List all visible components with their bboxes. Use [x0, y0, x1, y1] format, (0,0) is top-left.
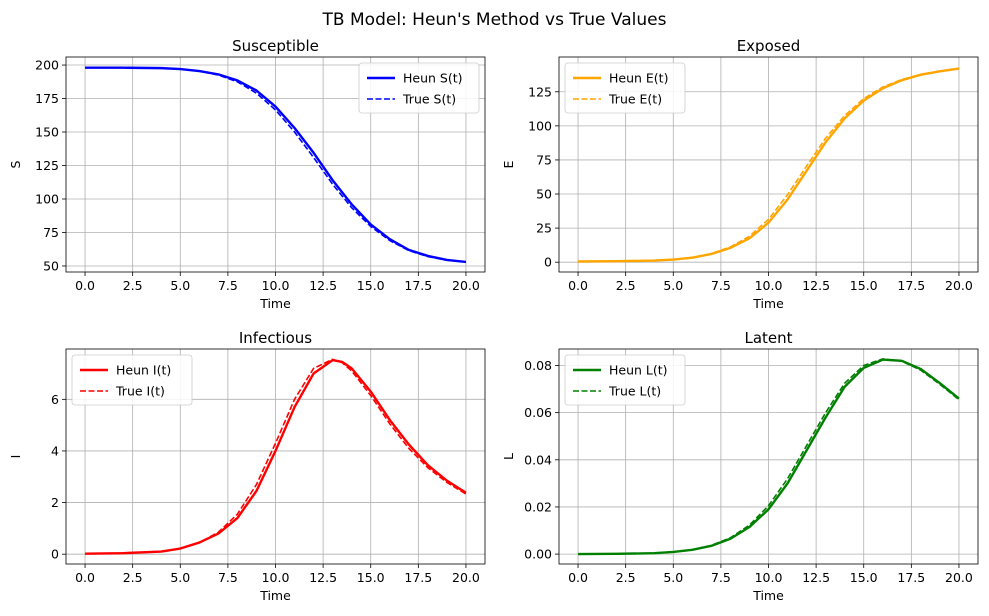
susceptible-x-tick-label: 10.0 — [262, 278, 290, 293]
latent-x-tick-label: 0.0 — [568, 570, 588, 585]
susceptible-xlabel: Time — [259, 296, 291, 311]
latent-x-tick-label: 10.0 — [755, 570, 783, 585]
exposed-x-tick-label: 15.0 — [850, 278, 878, 293]
susceptible-y-tick-label: 50 — [43, 258, 59, 273]
exposed-legend-label: True E(t) — [608, 92, 662, 107]
exposed-y-tick-label: 25 — [536, 221, 552, 236]
susceptible-y-tick-label: 200 — [35, 58, 59, 73]
latent-x-tick-label: 15.0 — [850, 570, 878, 585]
latent-legend-box — [564, 354, 686, 406]
infectious-x-tick-label: 20.0 — [452, 570, 480, 585]
latent-xlabel: Time — [752, 588, 784, 603]
figure-title: TB Model: Heun's Method vs True Values — [322, 10, 667, 30]
exposed-legend-label: Heun E(t) — [609, 71, 668, 86]
infectious-series-true — [85, 358, 467, 555]
latent-x-tick-label: 5.0 — [663, 570, 683, 585]
exposed-y-tick-label: 125 — [528, 84, 552, 99]
exposed-title: Exposed — [737, 37, 801, 55]
susceptible-panel: 0.0 2.5 5.0 7.5 10.0 12.5 15.0 17.5 20.0 50 75 100 1… — [8, 37, 486, 311]
susceptible-x-tick-label: 2.5 — [123, 278, 143, 293]
infectious-panel: 0.0 2.5 5.0 7.5 10.0 12.5 15.0 17.5 20.0 0 2 4 6 Infe… — [8, 329, 486, 603]
susceptible-title: Susceptible — [232, 37, 319, 55]
infectious-x-tick-label: 17.5 — [404, 570, 432, 585]
infectious-ylabel: I — [8, 455, 23, 459]
infectious-y-tick-label: 2 — [51, 495, 59, 510]
susceptible-x-tick-label: 15.0 — [357, 278, 385, 293]
susceptible-series-true — [85, 66, 467, 263]
exposed-panel: 0.0 2.5 5.0 7.5 10.0 12.5 15.0 17.5 20.0 0 25 50 75 1… — [501, 37, 979, 311]
exposed-x-tick-label: 7.5 — [711, 278, 731, 293]
exposed-legend-box — [564, 62, 686, 114]
infectious-x-tick-label: 5.0 — [170, 570, 190, 585]
susceptible-x-tick-label: 5.0 — [170, 278, 190, 293]
exposed-xlabel: Time — [752, 296, 784, 311]
exposed-y-tick-label: 100 — [528, 118, 552, 133]
latent-x-tick-label: 20.0 — [945, 570, 973, 585]
exposed-series-true — [578, 67, 960, 263]
exposed-x-tick-label: 0.0 — [568, 278, 588, 293]
infectious-legend-label: True I(t) — [115, 384, 165, 399]
latent-title: Latent — [744, 329, 792, 347]
latent-y-tick-label: 0.02 — [524, 499, 552, 514]
exposed-legend: Heun E(t) True E(t) — [564, 62, 686, 114]
exposed-ylabel: E — [501, 160, 516, 168]
exposed-x-tick-label: 20.0 — [945, 278, 973, 293]
latent-legend-label: Heun L(t) — [609, 363, 668, 378]
exposed-x-tick-label: 12.5 — [802, 278, 830, 293]
latent-y-tick-label: 0.00 — [524, 547, 552, 562]
susceptible-y-tick-label: 125 — [35, 158, 59, 173]
susceptible-x-tick-label: 12.5 — [309, 278, 337, 293]
latent-y-tick-label: 0.06 — [524, 405, 552, 420]
exposed-y-tick-label: 75 — [536, 152, 552, 167]
infectious-x-tick-label: 10.0 — [262, 570, 290, 585]
susceptible-x-tick-label: 0.0 — [75, 278, 95, 293]
latent-x-tick-label: 2.5 — [616, 570, 636, 585]
exposed-x-tick-label: 17.5 — [897, 278, 925, 293]
susceptible-legend-box — [358, 62, 480, 114]
susceptible-x-tick-label: 20.0 — [452, 278, 480, 293]
exposed-y-tick-label: 50 — [536, 187, 552, 202]
latent-legend: Heun L(t) True L(t) — [564, 354, 686, 406]
infectious-x-tick-label: 12.5 — [309, 570, 337, 585]
exposed-x-tick-label: 5.0 — [663, 278, 683, 293]
infectious-legend-box — [71, 354, 193, 406]
susceptible-y-tick-label: 100 — [35, 191, 59, 206]
latent-x-tick-label: 7.5 — [711, 570, 731, 585]
latent-y-tick-label: 0.04 — [524, 452, 552, 467]
latent-series-true — [578, 358, 960, 555]
susceptible-legend-label: Heun S(t) — [403, 71, 463, 86]
susceptible-ylabel: S — [8, 160, 23, 168]
exposed-y-tick-label: 0 — [544, 255, 552, 270]
infectious-xlabel: Time — [259, 588, 291, 603]
susceptible-y-tick-label: 175 — [35, 91, 59, 106]
infectious-y-tick-label: 0 — [51, 547, 59, 562]
latent-legend-label: True L(t) — [608, 384, 661, 399]
infectious-legend-label: Heun I(t) — [116, 363, 171, 378]
latent-ylabel: L — [501, 453, 516, 460]
infectious-legend: Heun I(t) True I(t) — [71, 354, 193, 406]
latent-x-tick-label: 12.5 — [802, 570, 830, 585]
susceptible-y-tick-label: 75 — [43, 225, 59, 240]
infectious-x-tick-label: 15.0 — [357, 570, 385, 585]
susceptible-legend: Heun S(t) True S(t) — [358, 62, 480, 114]
susceptible-y-tick-label: 150 — [35, 125, 59, 140]
susceptible-x-tick-label: 17.5 — [404, 278, 432, 293]
infectious-x-tick-label: 0.0 — [75, 570, 95, 585]
infectious-y-tick-label: 6 — [51, 392, 59, 407]
exposed-x-tick-label: 2.5 — [616, 278, 636, 293]
infectious-x-tick-label: 7.5 — [218, 570, 238, 585]
susceptible-legend-label: True S(t) — [402, 92, 456, 107]
latent-panel: 0.0 2.5 5.0 7.5 10.0 12.5 15.0 17.5 20.0 0.00 0.02… — [501, 329, 979, 603]
exposed-x-tick-label: 10.0 — [755, 278, 783, 293]
susceptible-x-tick-label: 7.5 — [218, 278, 238, 293]
latent-x-tick-label: 17.5 — [897, 570, 925, 585]
latent-y-tick-label: 0.08 — [524, 358, 552, 373]
infectious-title: Infectious — [239, 329, 312, 347]
infectious-x-tick-label: 2.5 — [123, 570, 143, 585]
infectious-y-tick-label: 4 — [51, 443, 59, 458]
